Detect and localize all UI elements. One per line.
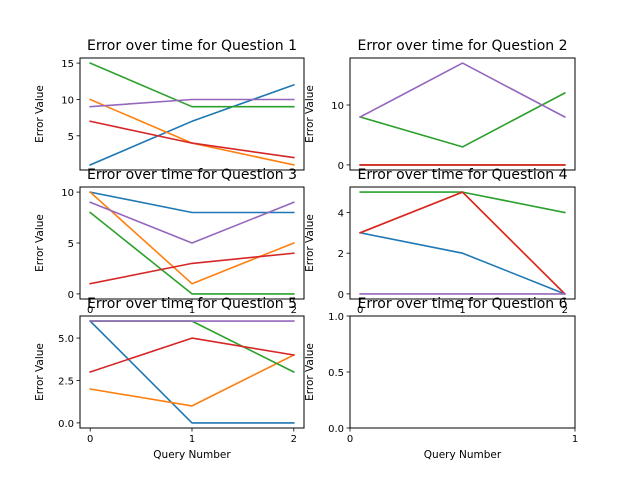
series-line-4: [89, 337, 295, 374]
series-line-4: [89, 120, 295, 159]
series-line-3: [89, 211, 295, 295]
series-line-3: [359, 91, 566, 148]
y-tick-label: 5: [68, 239, 74, 250]
subplot-title: Error over time for Question 5: [87, 296, 297, 312]
series-line-5: [89, 98, 295, 108]
x-tick-label: 0: [357, 305, 363, 316]
x-tick-label: 1: [572, 434, 578, 445]
x-tick-label: 1: [189, 434, 195, 445]
subplot-title: Error over time for Question 1: [87, 38, 297, 54]
y-tick-label: 1.0: [328, 312, 344, 323]
y-axis-label: Error Value: [304, 343, 316, 401]
y-tick-label: 2: [338, 249, 344, 260]
x-tick-label: 0: [87, 305, 93, 316]
y-axis-label: Error Value: [304, 214, 316, 272]
y-axis-label: Error Value: [304, 85, 316, 143]
subplot-6: 0.0 0.5 1.0 0 1 Error Value Query Number Error …: [304, 296, 578, 461]
axes-frame: [349, 57, 576, 171]
x-tick-label: 2: [291, 434, 297, 445]
series-line-4: [359, 191, 566, 296]
y-tick-label: 15: [61, 59, 74, 70]
y-tick-label: 0: [338, 161, 344, 172]
series-line-1: [89, 83, 295, 166]
y-tick-label: 5.0: [58, 334, 74, 345]
y-tick-label: 0.0: [58, 419, 74, 430]
subplot-2: 0 10 Error Value Error over time for Questi…: [304, 38, 576, 172]
series-line-3: [89, 62, 295, 108]
y-axis-label: Error Value: [34, 214, 46, 272]
x-tick-label: 1: [189, 305, 195, 316]
y-tick-label: 5: [68, 132, 74, 143]
y-tick-label: 10: [61, 95, 74, 106]
y-tick-label: 2.5: [58, 376, 74, 387]
x-tick-label: 2: [562, 305, 568, 316]
y-axis-label: Error Value: [34, 343, 46, 401]
x-tick-label: 0: [87, 434, 93, 445]
y-tick-label: 10: [331, 101, 344, 112]
subplot-title: Error over time for Question 6: [358, 296, 568, 312]
axes-frame: [79, 57, 305, 171]
subplot-title: Error over time for Question 2: [358, 38, 568, 54]
y-tick-label: 0.0: [328, 424, 344, 435]
series-line-5: [359, 62, 566, 119]
y-tick-label: 10: [61, 188, 74, 199]
subplot-3: 0 5 10 0 1 2 Error Value Error over time for Qu…: [34, 167, 305, 316]
series-line-1: [359, 231, 566, 295]
subplot-title: Error over time for Question 3: [87, 167, 297, 183]
x-axis-label: Query Number: [424, 449, 502, 461]
subplot-5: 0.0 2.5 5.0 0 1 2 Error Value Query Number Error…: [34, 296, 305, 461]
y-tick-label: 0: [338, 290, 344, 301]
y-tick-label: 0.5: [328, 368, 344, 379]
series-line-2: [89, 353, 295, 407]
series-line-1: [89, 191, 295, 214]
x-tick-label: 1: [459, 305, 465, 316]
series-line-5: [89, 201, 295, 244]
series-line-4: [89, 252, 295, 285]
series-line-1: [89, 319, 295, 424]
y-axis-label: Error Value: [34, 85, 46, 143]
subplot-4: 0 2 4 0 1 2 Error Value Error over time for Que…: [304, 167, 576, 316]
x-tick-label: 0: [347, 434, 353, 445]
x-axis-label: Query Number: [153, 449, 231, 461]
subplot-1: 5 10 15 Error Value Error over time for Ques…: [34, 38, 305, 171]
x-tick-label: 2: [291, 305, 297, 316]
y-tick-label: 4: [338, 208, 344, 219]
subplot-title: Error over time for Question 4: [358, 167, 568, 183]
y-tick-label: 0: [68, 290, 74, 301]
